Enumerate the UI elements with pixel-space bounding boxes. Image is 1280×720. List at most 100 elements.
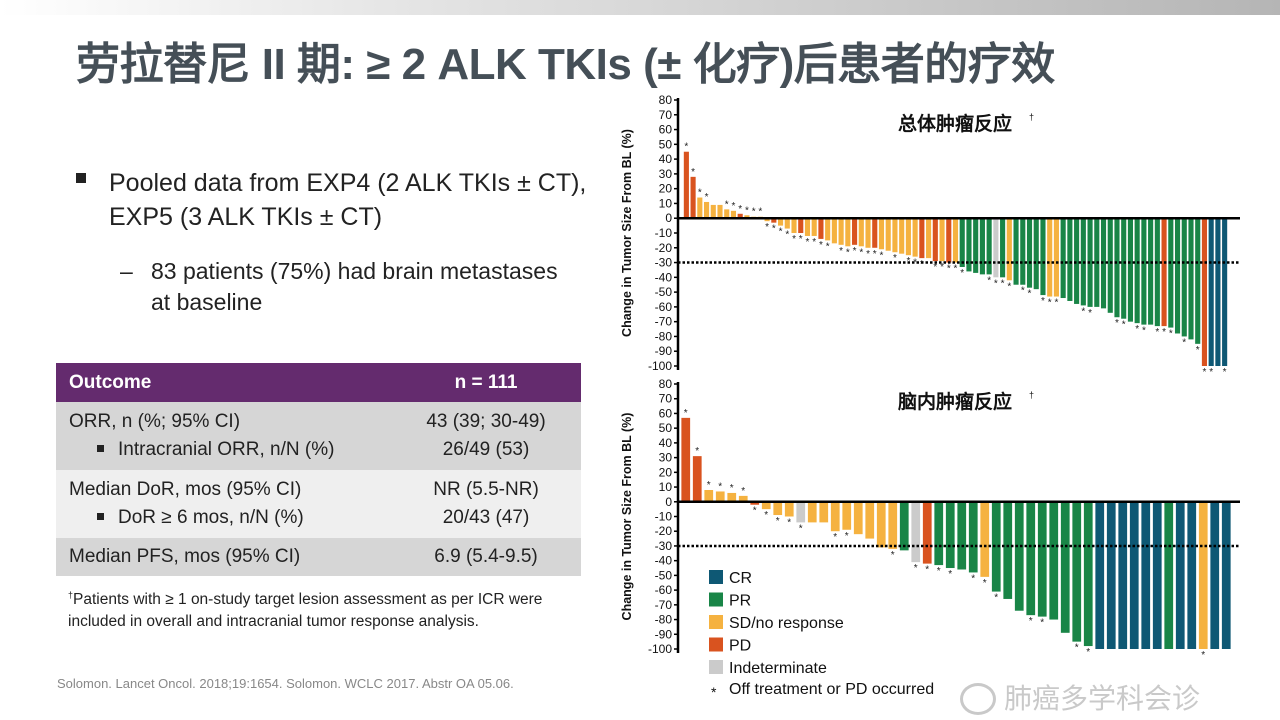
bar-pd	[872, 218, 878, 248]
row-value: 26/49 (53)	[391, 436, 581, 470]
asterisk-marker: *	[987, 275, 991, 286]
chart-intracranial: 80706050403020100-10-20-30-40-50-60-70-8…	[620, 377, 1240, 661]
asterisk-marker: *	[1182, 337, 1186, 348]
bar-pr	[959, 218, 965, 267]
y-tick-label: 60	[659, 406, 673, 420]
bar-pr	[1188, 218, 1194, 340]
y-tick-label: 20	[659, 182, 673, 196]
y-tick-label: 60	[659, 123, 673, 137]
bar-sd	[807, 501, 817, 523]
asterisk-marker: *	[725, 199, 729, 210]
bar-pr	[1049, 501, 1059, 620]
asterisk-marker: *	[1041, 296, 1045, 307]
y-axis-label: Change in Tumor Size From BL (%)	[620, 129, 634, 337]
asterisk-marker: *	[684, 142, 688, 153]
bar-sd	[831, 218, 837, 244]
bar-cr	[1175, 501, 1185, 649]
bar-sd	[885, 218, 891, 251]
legend-label: CR	[729, 570, 752, 587]
bar-sd	[926, 218, 932, 259]
y-tick-label: 20	[659, 465, 673, 479]
top-decor-bar	[0, 0, 1280, 15]
bar-pr	[1168, 218, 1174, 328]
bar-pd	[798, 218, 804, 233]
legend-label: Off treatment or PD occurred	[729, 681, 934, 698]
asterisk-marker: *	[914, 563, 918, 574]
legend: CR PR SD/no response PD Indeterminate * Off tr…	[709, 570, 934, 700]
table-row: ORR, n (%; 95% CI) 43 (39; 30-49)	[56, 402, 581, 436]
asterisk-marker: *	[684, 408, 688, 419]
bar-sd	[845, 218, 851, 247]
y-tick-label: -90	[655, 627, 673, 641]
bar-sd	[865, 501, 875, 539]
bar-sd	[892, 218, 898, 253]
bar-sd	[888, 501, 898, 549]
legend-label: Indeterminate	[729, 660, 827, 677]
bar-pr	[973, 218, 979, 273]
bullet-text: Pooled data from EXP4 (2 ALK TKIs ± CT),…	[109, 169, 587, 231]
bar-pd	[737, 213, 743, 219]
bar-pr	[1026, 501, 1036, 616]
asterisk-marker: *	[994, 593, 998, 604]
bar-sd	[1053, 218, 1059, 297]
bar-pr	[1074, 218, 1080, 304]
bar-sd	[715, 491, 725, 502]
bar-pr	[1072, 501, 1082, 642]
header-n: n = 111	[391, 363, 581, 402]
table-row: DoR ≥ 6 mos, n/N (%) 20/43 (47)	[56, 504, 581, 538]
legend-swatch-ind	[709, 660, 723, 674]
asterisk-marker: *	[792, 234, 796, 245]
bar-pr	[1060, 501, 1070, 633]
row-label: Median PFS, mos (95% CI)	[56, 538, 391, 576]
bar-pr	[1003, 501, 1013, 599]
bar-cr	[1210, 501, 1220, 649]
bar-pr	[1164, 501, 1174, 649]
bar-cr	[1129, 501, 1139, 649]
dagger-mark: †	[1029, 390, 1034, 400]
asterisk-marker: *	[1081, 306, 1085, 317]
y-tick-label: -40	[655, 270, 673, 284]
dagger-mark: †	[68, 590, 74, 600]
bar-cr	[1095, 501, 1105, 649]
bar-sd	[703, 201, 710, 219]
asterisk-marker: *	[893, 253, 897, 264]
legend-swatch-pd	[709, 637, 723, 652]
y-tick-label: -100	[648, 359, 672, 373]
asterisk-marker: *	[772, 224, 776, 235]
asterisk-marker: *	[799, 234, 803, 245]
chart-title: 脑内肿瘤反应	[897, 390, 1012, 413]
bar-pr	[1000, 218, 1006, 278]
row-label: ORR, n (%; 95% CI)	[56, 402, 391, 436]
asterisk-marker: *	[1209, 367, 1213, 378]
bar-cr	[1118, 501, 1128, 649]
bar-pd	[690, 176, 696, 219]
bar-pr	[1040, 218, 1046, 296]
bar-pr	[1060, 218, 1066, 299]
outcome-table: Outcome n = 111 ORR, n (%; 95% CI) 43 (39;…	[56, 363, 581, 576]
bar-pr	[1141, 218, 1147, 325]
row-value: 43 (39; 30-49)	[391, 402, 581, 436]
asterisk-marker: *	[833, 532, 837, 543]
asterisk-marker: *	[806, 237, 810, 248]
bar-sd	[804, 218, 811, 236]
bar-sd	[738, 495, 748, 502]
asterisk-marker: *	[940, 262, 944, 273]
asterisk-marker: *	[933, 262, 937, 273]
wechat-icon	[960, 683, 996, 715]
watermark-text: 肺癌多学科会诊	[1004, 683, 1201, 714]
bar-sd	[784, 218, 790, 229]
asterisk-marker: *	[1135, 324, 1139, 335]
y-tick-label: -90	[655, 344, 673, 358]
row-value: 20/43 (47)	[391, 504, 581, 538]
table-row: Median DoR, mos (95% CI) NR (5.5-NR)	[56, 470, 581, 504]
asterisk-marker: *	[1021, 286, 1025, 297]
legend-swatch-sd	[709, 615, 723, 629]
asterisk-marker: *	[1001, 278, 1005, 289]
row-label: DoR ≥ 6 mos, n/N (%)	[118, 507, 304, 528]
legend-swatch-cr	[709, 570, 723, 584]
bar-pr	[1026, 218, 1033, 288]
asterisk-marker: *	[948, 569, 952, 580]
bar-sd	[865, 218, 871, 248]
bar-sd	[912, 218, 918, 257]
